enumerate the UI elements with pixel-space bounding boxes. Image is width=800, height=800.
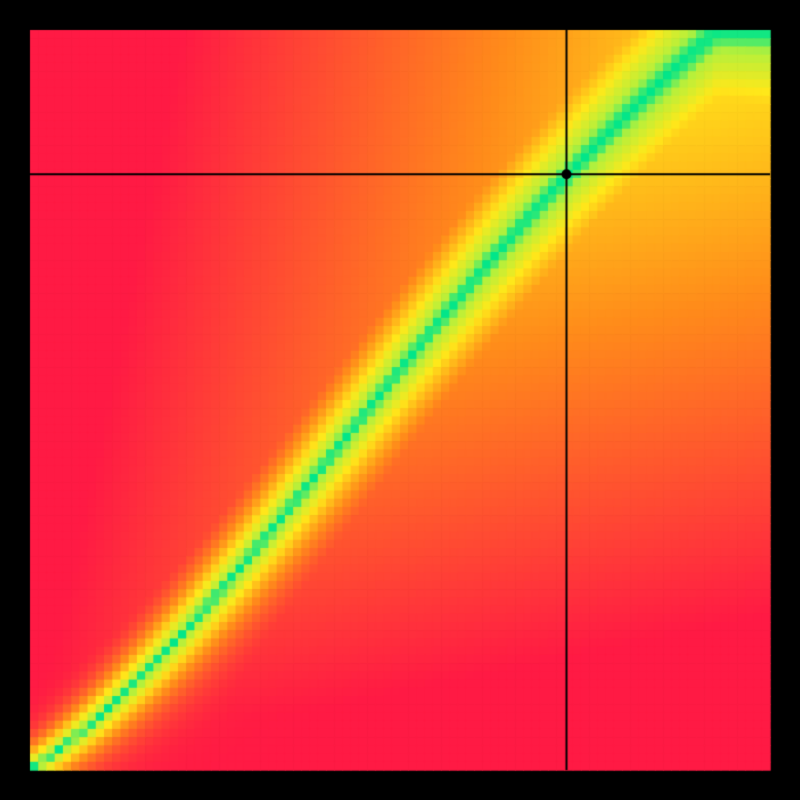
- chart-container: TheBottleneck.com: [0, 0, 800, 800]
- heatmap-plot: [0, 0, 800, 800]
